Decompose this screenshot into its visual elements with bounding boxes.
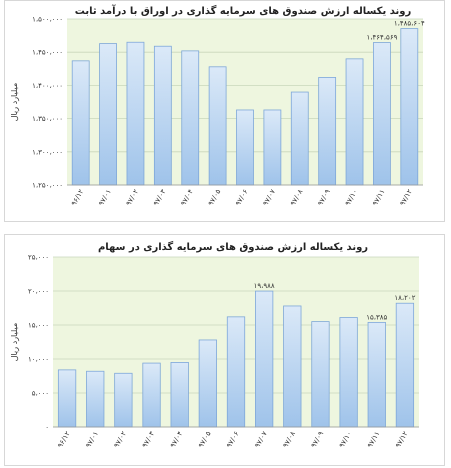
x-tick-label: ۹۷/۰۱ [97, 188, 113, 207]
data-label: ۱،۴۶۴،۵۶۹ [367, 34, 398, 42]
bar [99, 43, 117, 186]
y-tick-label: ۱،۳۰۰،۰۰۰ [32, 148, 63, 156]
y-tick-label: ۲۵،۰۰۰ [28, 254, 49, 262]
x-tick-label: ۹۷/۱۰ [338, 430, 354, 449]
x-tick-label: ۹۷/۰۲ [125, 188, 141, 207]
bar [263, 109, 282, 186]
x-tick-label: ۹۷/۱۲ [398, 188, 414, 207]
bar [153, 45, 172, 186]
x-tick-label: ۹۷/۰۱ [84, 430, 100, 449]
x-tick-label: ۹۶/۱۲ [56, 430, 72, 449]
data-label: ۱۹،۹۸۸ [254, 282, 275, 290]
bar [142, 362, 161, 428]
x-tick-label: ۹۷/۰۳ [141, 430, 157, 449]
bar [114, 372, 133, 428]
x-tick-label: ۹۷/۱۲ [394, 430, 410, 449]
chart-panel-fixed-income: روند یکساله ارزش صندوق های سرمایه گذاری … [4, 0, 445, 222]
y-tick-label: ۱،۴۵۰،۰۰۰ [32, 49, 63, 57]
chart-title: روند یکساله ارزش صندوق های سرمایه گذاری … [75, 4, 412, 17]
x-tick-label: ۹۷/۱۱ [371, 188, 387, 207]
bar [57, 369, 77, 428]
x-tick-label: ۹۷/۰۹ [316, 188, 332, 207]
x-tick-label: ۹۷/۱۰ [344, 188, 360, 207]
x-tick-label: ۹۷/۰۸ [289, 188, 305, 207]
x-tick-label: ۹۷/۰۴ [169, 430, 185, 449]
bar [86, 370, 105, 428]
data-label: ۱۵،۳۸۵ [366, 313, 387, 321]
y-axis-label: میلیارد ریال [10, 83, 19, 122]
x-tick-label: ۹۶/۱۲ [70, 188, 86, 207]
y-tick-label: ۱،۴۰۰،۰۰۰ [32, 82, 63, 90]
bar [373, 42, 391, 186]
x-tick-label: ۹۷/۰۹ [310, 430, 326, 449]
chart-panel-equity: روند یکساله ارزش صندوق های سرمایه گذاری … [4, 234, 445, 466]
x-tick-label: ۹۷/۰۶ [234, 188, 250, 207]
bar [400, 28, 419, 186]
bar [71, 60, 90, 186]
x-tick-label: ۹۷/۰۳ [152, 188, 168, 207]
bar [283, 305, 302, 428]
y-tick-label: ۰ [45, 424, 49, 432]
bar [255, 290, 274, 428]
x-tick-label: ۹۷/۱۱ [366, 430, 382, 449]
bar [208, 66, 227, 186]
x-tick-label: ۹۷/۰۴ [179, 188, 195, 207]
y-tick-label: ۵،۰۰۰ [32, 390, 49, 398]
bar [367, 321, 386, 428]
bar [395, 302, 415, 428]
bar [198, 339, 217, 428]
y-tick-label: ۲۰،۰۰۰ [28, 288, 49, 296]
bar [339, 317, 358, 428]
data-label: ۱۸،۲۰۲ [394, 294, 415, 302]
bar [170, 362, 189, 428]
y-tick-label: ۱،۲۵۰،۰۰۰ [32, 182, 63, 190]
bar [318, 77, 337, 186]
bar [345, 58, 364, 186]
x-tick-label: ۹۷/۰۵ [207, 188, 223, 207]
x-tick-label: ۹۷/۰۸ [281, 430, 297, 449]
x-tick-label: ۹۷/۰۲ [112, 430, 128, 449]
data-label: ۱،۴۸۵،۶۰۴ [394, 20, 425, 28]
y-tick-label: ۱۰،۰۰۰ [28, 356, 49, 364]
chart-title: روند یکساله ارزش صندوق های سرمایه گذاری … [98, 240, 368, 253]
x-tick-label: ۹۷/۰۷ [261, 188, 277, 207]
y-axis-label: میلیارد ریال [10, 323, 19, 362]
bar [226, 316, 246, 428]
bar [311, 321, 330, 428]
bar [181, 50, 200, 186]
x-tick-label: ۹۷/۰۶ [225, 430, 241, 449]
y-tick-label: ۱۵،۰۰۰ [28, 322, 49, 330]
equity-funds-chart: روند یکساله ارزش صندوق های سرمایه گذاری … [10, 240, 419, 449]
x-tick-label: ۹۷/۰۷ [253, 430, 269, 449]
y-tick-label: ۱،۵۰۰،۰۰۰ [32, 16, 63, 24]
bar [290, 91, 309, 186]
fixed-income-funds-chart: روند یکساله ارزش صندوق های سرمایه گذاری … [10, 4, 425, 207]
x-tick-label: ۹۷/۰۵ [197, 430, 213, 449]
y-tick-label: ۱،۳۵۰،۰۰۰ [32, 115, 63, 123]
bar [236, 109, 254, 186]
bar [126, 41, 145, 186]
